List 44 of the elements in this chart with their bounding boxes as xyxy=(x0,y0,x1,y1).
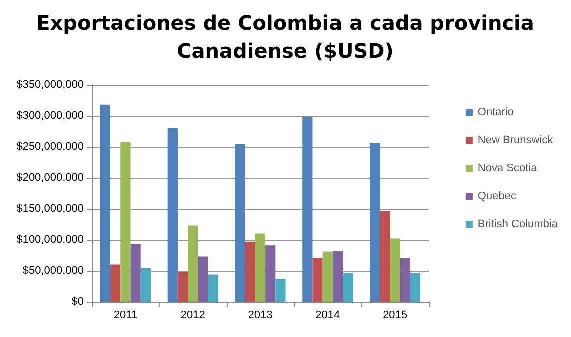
bar xyxy=(370,143,380,302)
x-tick-label: 2015 xyxy=(383,310,408,322)
bar xyxy=(208,274,218,302)
y-tick-label: $200,000,000 xyxy=(16,172,84,184)
bar xyxy=(110,264,121,302)
bar xyxy=(312,258,323,302)
bar xyxy=(120,142,131,302)
x-tick-label: 2012 xyxy=(180,310,206,322)
legend-label: Nova Scotia xyxy=(478,162,538,174)
bar xyxy=(140,268,151,302)
legend-label: Ontario xyxy=(478,106,514,118)
bar xyxy=(178,272,188,302)
y-tick-label: $50,000,000 xyxy=(22,265,84,277)
y-tick-label: $150,000,000 xyxy=(16,203,84,215)
legend-label: British Columbia xyxy=(478,218,559,230)
bar xyxy=(390,238,400,302)
chart-title: Exportaciones de Colombia a cada provincia Canadiense ($USD) xyxy=(36,11,534,63)
bar xyxy=(276,279,286,302)
bar xyxy=(188,226,198,302)
bar xyxy=(302,117,313,302)
legend-label: New Brunswick xyxy=(478,134,554,146)
legend-label: Quebec xyxy=(478,190,517,202)
x-tick-label: 2011 xyxy=(114,310,138,322)
bar xyxy=(168,128,178,302)
bar xyxy=(130,244,141,302)
bar xyxy=(255,234,266,302)
bar xyxy=(410,273,421,302)
bar xyxy=(322,252,333,302)
x-tick-label: 2014 xyxy=(316,310,340,322)
x-tick-label: 2013 xyxy=(248,310,273,322)
bar xyxy=(235,144,246,302)
y-tick-label: $250,000,000 xyxy=(16,141,84,153)
y-tick-label: $300,000,000 xyxy=(16,110,84,122)
y-tick-label: $100,000,000 xyxy=(16,234,84,246)
y-tick-label: $350,000,000 xyxy=(16,79,84,91)
bar xyxy=(332,251,344,302)
bar xyxy=(100,104,111,302)
bar xyxy=(343,273,354,302)
bar xyxy=(245,242,256,302)
bar xyxy=(198,256,208,302)
bar xyxy=(380,211,390,302)
bar xyxy=(266,246,276,302)
bar xyxy=(400,258,410,302)
y-tick-label: $0 xyxy=(72,296,84,308)
